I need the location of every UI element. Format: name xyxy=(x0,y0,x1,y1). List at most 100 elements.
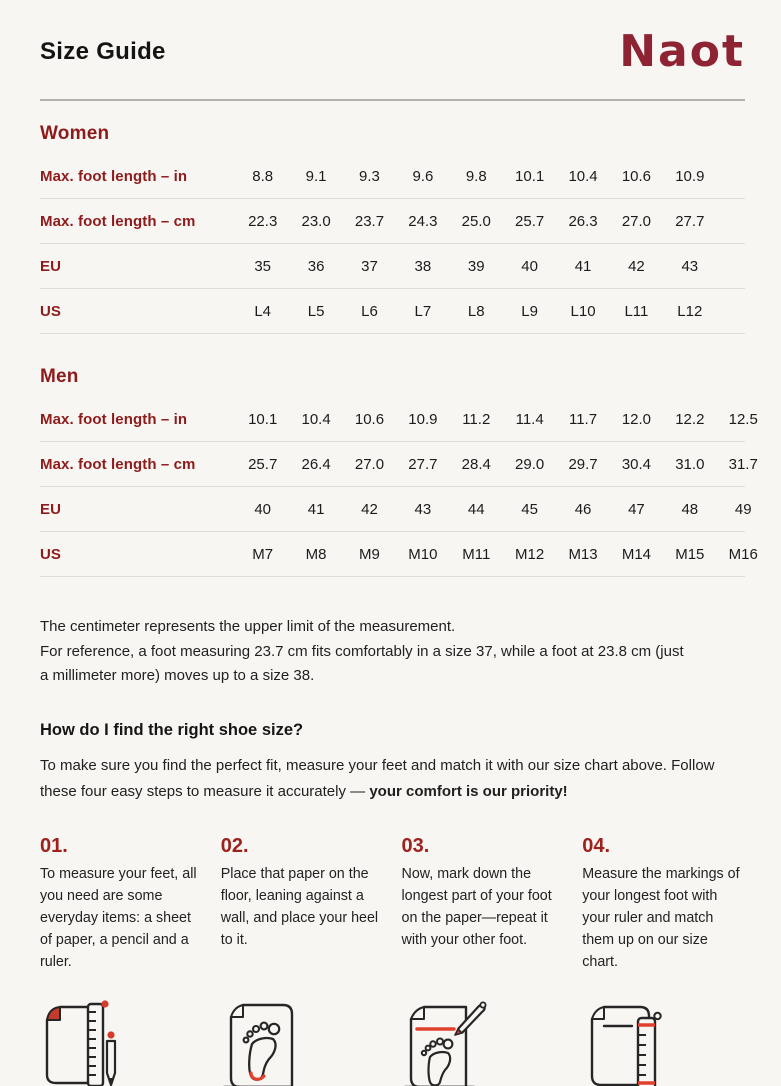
size-value-cell: 24.3 xyxy=(408,212,438,230)
size-value-cell: 27.0 xyxy=(621,212,652,230)
size-value-cell: L11 xyxy=(624,302,649,320)
size-value-cell: 49 xyxy=(734,500,752,518)
row-values: 40 41 42 43 44 45 46 47 48 49 xyxy=(236,501,770,518)
row-label-eu: EU xyxy=(40,500,62,518)
size-value-cell: L6 xyxy=(361,302,378,320)
size-value-cell: 37 xyxy=(361,257,378,275)
step-1-text: To measure your feet, all you need are s… xyxy=(40,865,197,970)
size-value-cell: 43 xyxy=(414,500,432,518)
size-value-cell: 44 xyxy=(467,500,485,518)
size-value-cell: M7 xyxy=(252,545,274,563)
women-section-heading: Women xyxy=(40,123,110,144)
size-value-cell: M8 xyxy=(305,545,327,563)
size-value-cell: L8 xyxy=(467,302,485,320)
size-value-cell: 22.3 xyxy=(248,212,278,230)
size-value-cell: 25.0 xyxy=(461,212,491,230)
size-value-cell: 30.4 xyxy=(621,455,652,473)
size-value-cell: 42 xyxy=(361,500,378,518)
size-value-cell: 36 xyxy=(307,257,325,275)
size-value-cell: 39 xyxy=(467,257,485,275)
size-value-cell: 26.4 xyxy=(301,455,331,473)
size-value-cell: 9.6 xyxy=(412,167,434,185)
paper-footprint-pencil-mark-icon xyxy=(402,999,565,1086)
size-value-cell: 10.6 xyxy=(354,410,385,428)
howto-body-text: To make sure you find the perfect fit, m… xyxy=(40,756,715,800)
row-values: 35 36 37 38 39 40 41 42 43 xyxy=(236,258,717,275)
size-value-cell: 47 xyxy=(628,500,645,518)
step-2-text: Place that paper on the floor, leaning a… xyxy=(220,865,379,948)
size-value-cell: 26.3 xyxy=(568,212,598,230)
size-value-cell: 40 xyxy=(254,500,272,518)
size-value-cell: 11.7 xyxy=(568,410,598,428)
step-2: 02. Place that paper on the floor, leani… xyxy=(221,835,384,973)
row-values: 10.1 10.4 10.6 10.9 11.2 11.4 11.7 12.0 12.2 12.5 xyxy=(236,411,770,428)
size-value-cell: 23.0 xyxy=(301,212,331,230)
size-value-cell: 29.0 xyxy=(515,455,545,473)
row-values: 8.8 9.1 9.3 9.6 9.8 10.1 10.4 10.6 10.9 xyxy=(236,168,717,185)
size-value-cell: 42 xyxy=(628,257,645,275)
size-value-cell: M11 xyxy=(462,545,491,563)
step-2-number: 02. xyxy=(220,834,249,857)
size-value-cell: 8.8 xyxy=(252,167,274,185)
table-row: Max. foot length – in 10.1 10.4 10.6 10.9 11… xyxy=(40,397,758,442)
row-label-foot-length-cm: Max. foot length – cm xyxy=(40,212,196,230)
size-value-cell: 38 xyxy=(414,257,432,275)
size-value-cell: 27.0 xyxy=(354,455,385,473)
size-value-cell: L4 xyxy=(254,302,272,320)
size-value-cell: 23.7 xyxy=(354,212,385,230)
row-values: 25.7 26.4 27.0 27.7 28.4 29.0 29.7 30.4 31.0 31.7 xyxy=(236,456,770,473)
step-3: 03. Now, mark down the longest part of y… xyxy=(402,835,565,973)
size-value-cell: 46 xyxy=(574,500,592,518)
size-value-cell: 35 xyxy=(254,257,272,275)
size-value-cell: 27.7 xyxy=(675,212,705,230)
size-value-cell: 9.8 xyxy=(465,167,487,185)
size-value-cell: 10.6 xyxy=(621,167,652,185)
table-row: Max. foot length – cm 22.3 23.0 23.7 24.3 25… xyxy=(40,199,745,244)
size-value-cell: 11.4 xyxy=(515,410,544,428)
paper-ruler-pencil-icon xyxy=(40,999,203,1086)
howto-body: To make sure you find the perfect fit, m… xyxy=(40,753,745,805)
size-value-cell: M10 xyxy=(408,545,438,563)
size-value-cell: M13 xyxy=(568,545,598,563)
size-value-cell: 48 xyxy=(681,500,699,518)
table-row: Max. foot length – in 8.8 9.1 9.3 9.6 9.8 10.… xyxy=(40,154,745,199)
size-value-cell: L5 xyxy=(307,302,325,320)
row-label-foot-length-in: Max. foot length – in xyxy=(40,410,188,428)
size-value-cell: 29.7 xyxy=(568,455,598,473)
size-value-cell: 25.7 xyxy=(248,455,278,473)
size-value-cell: 12.0 xyxy=(621,410,652,428)
size-value-cell: M16 xyxy=(728,545,758,563)
men-section-heading: Men xyxy=(40,366,79,387)
paper-ruler-measure-icon xyxy=(582,999,745,1086)
row-label-foot-length-cm: Max. foot length – cm xyxy=(40,455,196,473)
size-value-cell: 41 xyxy=(574,257,592,275)
size-value-cell: 41 xyxy=(307,500,325,518)
step-3-text: Now, mark down the longest part of your … xyxy=(401,865,552,948)
size-value-cell: M12 xyxy=(515,545,545,563)
size-value-cell: 27.7 xyxy=(408,455,438,473)
women-size-table: Max. foot length – in 8.8 9.1 9.3 9.6 9.8 10.… xyxy=(40,154,745,334)
row-label-us: US xyxy=(40,302,62,320)
table-row: US L4 L5 L6 L7 L8 L9 L10 L11 L12 xyxy=(40,289,745,334)
size-value-cell: 43 xyxy=(681,257,699,275)
row-label-foot-length-in: Max. foot length – in xyxy=(40,167,188,185)
row-label-eu: EU xyxy=(40,257,62,275)
step-4-text: Measure the markings of your longest foo… xyxy=(582,865,740,970)
table-row: Max. foot length – cm 25.7 26.4 27.0 27.7 28… xyxy=(40,442,758,487)
table-row: EU 35 36 37 38 39 40 41 42 43 xyxy=(40,244,745,289)
row-values: M7 M8 M9 M10 M11 M12 M13 M14 M15 M16 xyxy=(236,546,770,563)
row-values: 22.3 23.0 23.7 24.3 25.0 25.7 26.3 27.0 27.7 xyxy=(236,213,717,230)
step-4: 04. Measure the markings of your longest… xyxy=(582,835,745,973)
size-value-cell: 10.9 xyxy=(675,167,705,185)
size-value-cell: 10.1 xyxy=(248,410,278,428)
table-row: EU 40 41 42 43 44 45 46 47 48 49 xyxy=(40,487,752,532)
size-value-cell: 45 xyxy=(521,500,538,518)
size-value-cell: M15 xyxy=(675,545,705,563)
men-size-table: Max. foot length – in 10.1 10.4 10.6 10.9 11… xyxy=(40,397,758,577)
table-row: US M7 M8 M9 M10 M11 M12 M13 M14 M15 M16 xyxy=(40,532,758,577)
size-value-cell: M14 xyxy=(621,545,652,563)
step-icons-row xyxy=(40,999,745,1086)
cm-note-line1: The centimeter represents the upper limi… xyxy=(40,618,456,635)
cm-note: The centimeter represents the upper limi… xyxy=(40,615,695,689)
size-value-cell: 10.4 xyxy=(301,410,331,428)
